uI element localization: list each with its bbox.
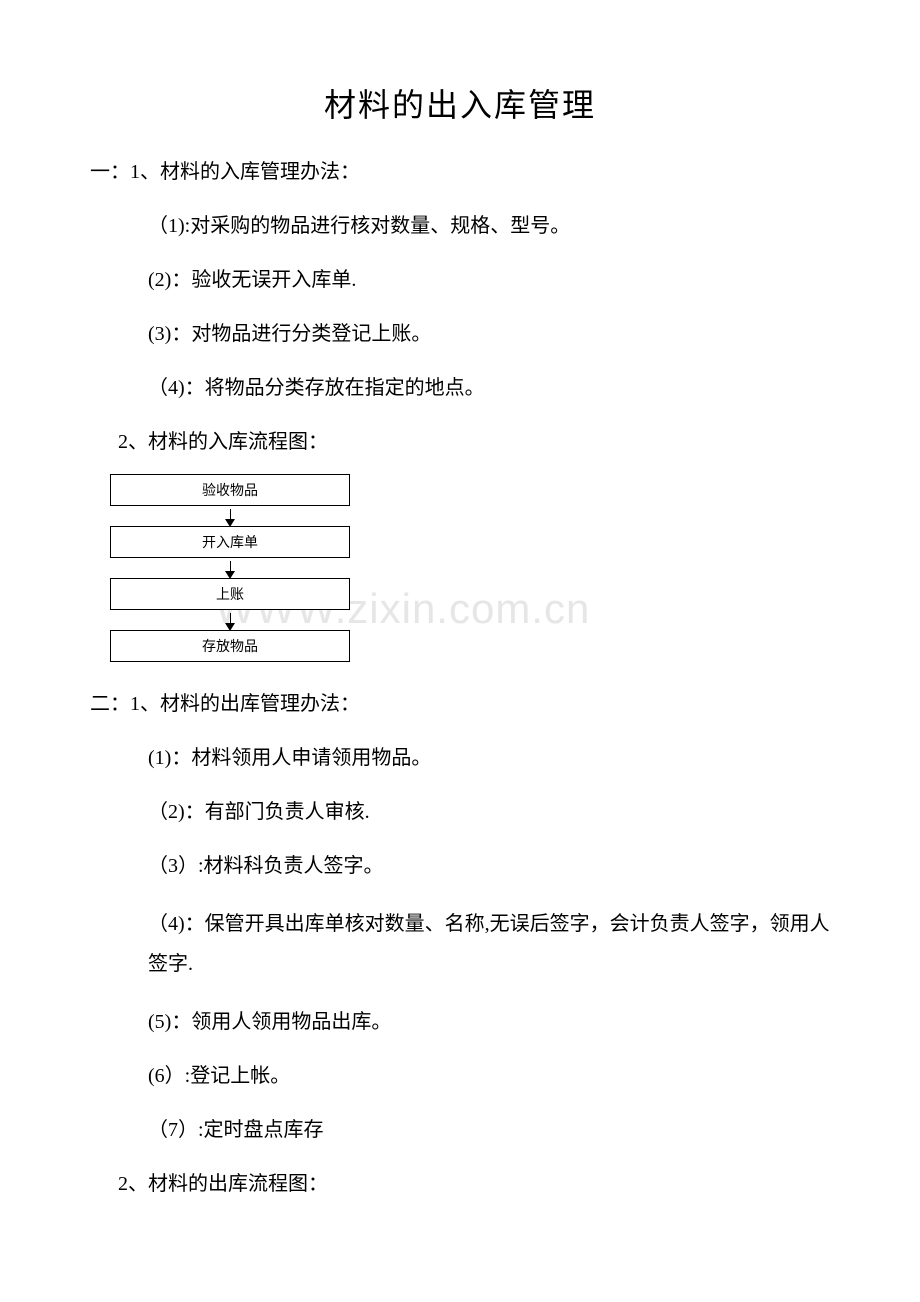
flow-arrow	[110, 610, 350, 630]
section2-item: （7）:定时盘点库存	[148, 1114, 830, 1146]
section1-item: (3)：对物品进行分类登记上账。	[148, 318, 830, 350]
flow-arrow	[110, 506, 350, 526]
flow-node: 上账	[110, 578, 350, 610]
section2-item: （2)：有部门负责人审核.	[148, 796, 830, 828]
flow-node: 验收物品	[110, 474, 350, 506]
section1-item: （1):对采购的物品进行核对数量、规格、型号。	[148, 210, 830, 242]
section1-item: （4)：将物品分类存放在指定的地点。	[148, 372, 830, 404]
flow-node: 存放物品	[110, 630, 350, 662]
section1-head: 一：1、材料的入库管理办法：	[90, 156, 830, 188]
flow-node: 开入库单	[110, 526, 350, 558]
page-title: 材料的出入库管理	[90, 80, 830, 126]
inbound-flowchart: 验收物品 开入库单 上账 存放物品	[110, 474, 830, 662]
section2-item: （4)：保管开具出库单核对数量、名称,无误后签字，会计负责人签字，领用人签字.	[148, 904, 830, 984]
flow-arrow	[110, 558, 350, 578]
section2-item: (5)：领用人领用物品出库。	[148, 1006, 830, 1038]
section1-item: (2)：验收无误开入库单.	[148, 264, 830, 296]
document-content: 材料的出入库管理 一：1、材料的入库管理办法： （1):对采购的物品进行核对数量…	[90, 80, 830, 1200]
section2-item: (6）:登记上帐。	[148, 1060, 830, 1092]
section2-item: （3）:材料科负责人签字。	[148, 850, 830, 882]
section2-subhead: 2、材料的出库流程图：	[118, 1168, 830, 1200]
section1-subhead: 2、材料的入库流程图：	[118, 426, 830, 458]
section2-head: 二：1、材料的出库管理办法：	[90, 688, 830, 720]
section2-item: (1)：材料领用人申请领用物品。	[148, 742, 830, 774]
